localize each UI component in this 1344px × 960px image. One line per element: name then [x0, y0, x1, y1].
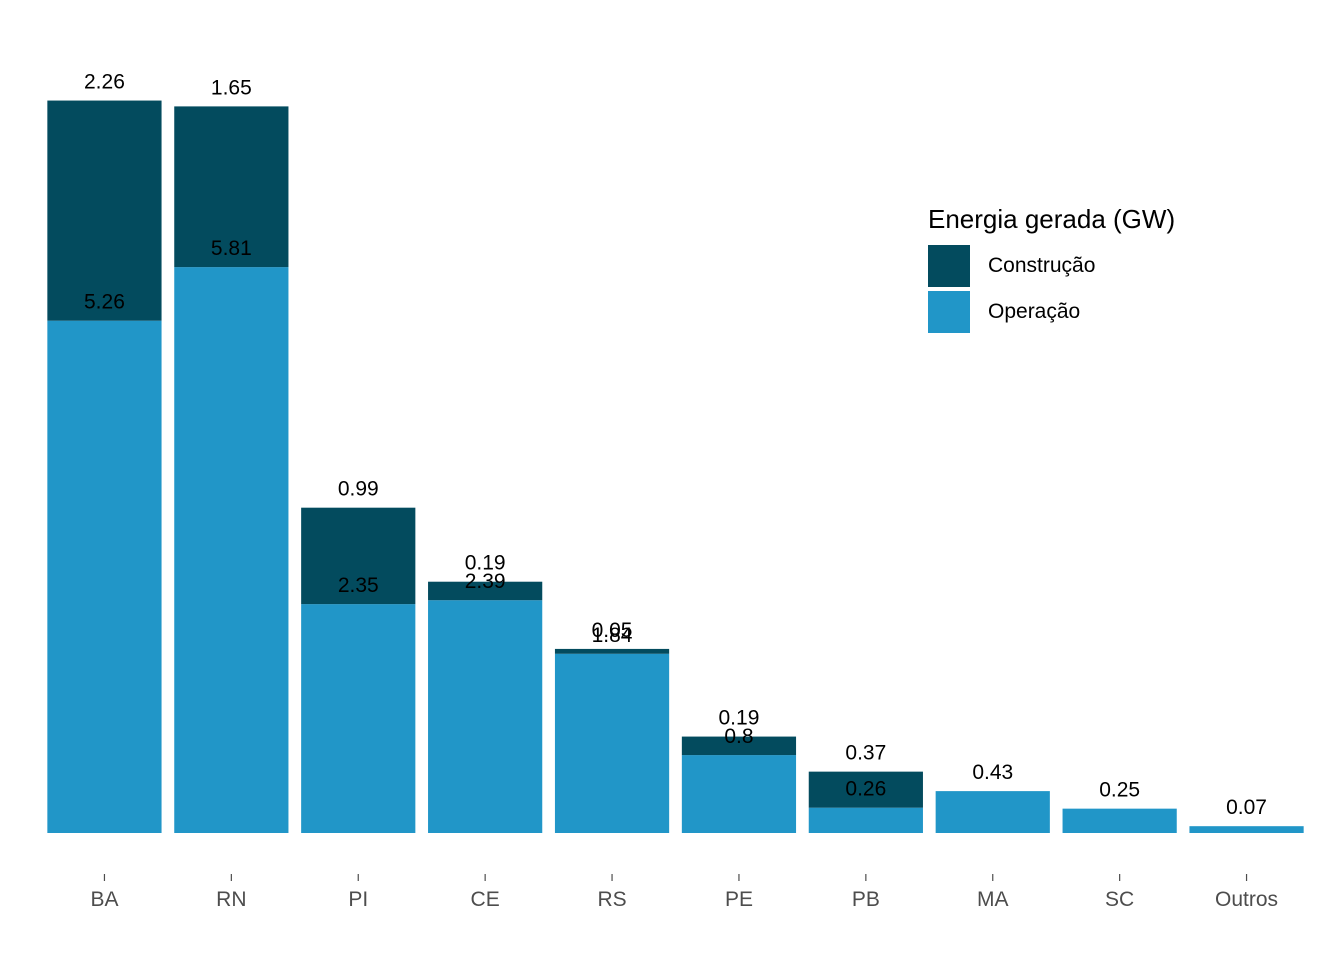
data-label-operacao-ma: 0.43: [972, 761, 1013, 784]
bar-construcao-pb: [808, 771, 923, 808]
bar-operacao-pe: [681, 755, 797, 833]
x-tick-label-pe: PE: [725, 888, 753, 911]
bar-operacao-rn: [174, 267, 289, 834]
legend-label-operacao: Operação: [988, 300, 1081, 323]
x-tick-label-sc: SC: [1105, 888, 1134, 911]
x-tick-label-pb: PB: [852, 888, 880, 911]
data-label-operacao-pb: 0.26: [845, 778, 886, 801]
x-tick-label-ce: CE: [471, 888, 500, 911]
data-label-construcao-ba: 2.26: [84, 71, 125, 94]
bar-construcao-rs: [554, 648, 670, 654]
data-label-operacao-rs: 1.84: [592, 624, 633, 647]
x-tick-label-ba: BA: [90, 888, 118, 911]
bar-operacao-sc: [1062, 808, 1177, 833]
legend-item-construcao: Construção: [928, 243, 1175, 289]
data-label-construcao-rn: 1.65: [211, 76, 252, 99]
bar-construcao-pe: [681, 736, 797, 756]
bar-construcao-pi: [301, 507, 416, 605]
data-label-construcao-ce: 0.19: [465, 552, 506, 575]
legend-title: Energia gerada (GW): [928, 204, 1176, 234]
bars-layer: [47, 100, 1304, 834]
data-label-operacao-ce: 2.39: [465, 570, 506, 593]
bar-operacao-ma: [935, 791, 1050, 833]
data-label-operacao-pi: 2.35: [338, 574, 379, 597]
x-tick-label-outros: Outros: [1215, 888, 1278, 911]
legend-item-operacao: Operação: [928, 289, 1175, 335]
data-label-construcao-rs: 0.05: [592, 619, 633, 642]
data-label-operacao-sc: 0.25: [1099, 779, 1140, 802]
legend-label-construcao: Construção: [988, 254, 1096, 277]
bar-operacao-outros: [1189, 826, 1304, 833]
bar-construcao-ce: [428, 581, 543, 601]
data-label-operacao-rn: 5.81: [211, 237, 252, 260]
data-label-operacao-ba: 5.26: [84, 291, 125, 314]
data-label-construcao-pi: 0.99: [338, 478, 379, 501]
bar-operacao-rs: [554, 653, 670, 833]
bar-operacao-pi: [301, 604, 416, 833]
bar-operacao-ce: [428, 600, 543, 833]
legend-swatch-construcao: [928, 245, 970, 287]
x-tick-label-rn: RN: [216, 888, 246, 911]
x-tick-label-rs: RS: [597, 888, 626, 911]
legend: Energia gerada (GW) Construção Operação: [928, 204, 1175, 335]
bar-operacao-ba: [47, 320, 162, 833]
x-tick-label-ma: MA: [977, 888, 1009, 911]
bar-construcao-rn: [174, 106, 289, 268]
data-label-construcao-pb: 0.37: [845, 742, 886, 765]
legend-swatch-operacao: [928, 291, 970, 333]
data-label-construcao-pe: 0.19: [719, 707, 760, 730]
data-label-operacao-pe: 0.8: [724, 725, 753, 748]
data-labels-layer: 5.262.265.811.652.350.992.390.191.840.05…: [84, 71, 1267, 820]
x-axis: BA RN PI CE RS PE PB MA SC Outros: [90, 874, 1278, 911]
data-label-operacao-outros: 0.07: [1226, 796, 1267, 819]
x-tick-label-pi: PI: [348, 888, 368, 911]
bar-operacao-pb: [808, 807, 923, 833]
bar-construcao-ba: [47, 100, 162, 321]
